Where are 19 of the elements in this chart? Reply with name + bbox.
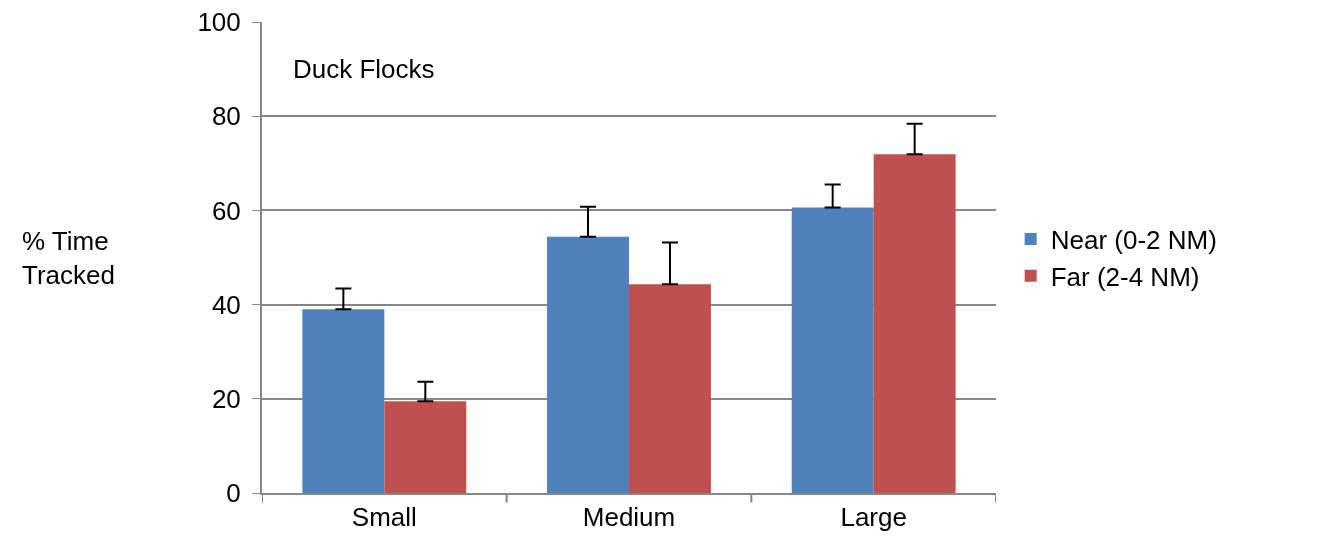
bar bbox=[384, 401, 467, 493]
y-tick-label: 40 bbox=[211, 289, 241, 320]
bar bbox=[873, 154, 956, 493]
y-tick-label: 0 bbox=[226, 478, 241, 509]
x-tick-label: Small bbox=[351, 502, 417, 533]
y-axis-title: % Time Tracked bbox=[22, 226, 115, 290]
x-tick-label: Medium bbox=[582, 502, 676, 533]
legend-label: Near (0-2 NM) bbox=[1050, 225, 1217, 256]
y-tick-label: 60 bbox=[211, 195, 241, 226]
y-tick-label: 20 bbox=[211, 383, 241, 414]
y-tick-label: 100 bbox=[197, 7, 241, 38]
bar bbox=[629, 284, 711, 493]
bar bbox=[302, 309, 385, 493]
annotation: Duck Flocks bbox=[293, 54, 435, 84]
x-tick-label: Large bbox=[840, 502, 907, 533]
legend-label: Far (2-4 NM) bbox=[1050, 261, 1200, 292]
bar bbox=[547, 236, 629, 493]
bar bbox=[791, 207, 874, 493]
y-tick-label: 80 bbox=[211, 101, 241, 132]
